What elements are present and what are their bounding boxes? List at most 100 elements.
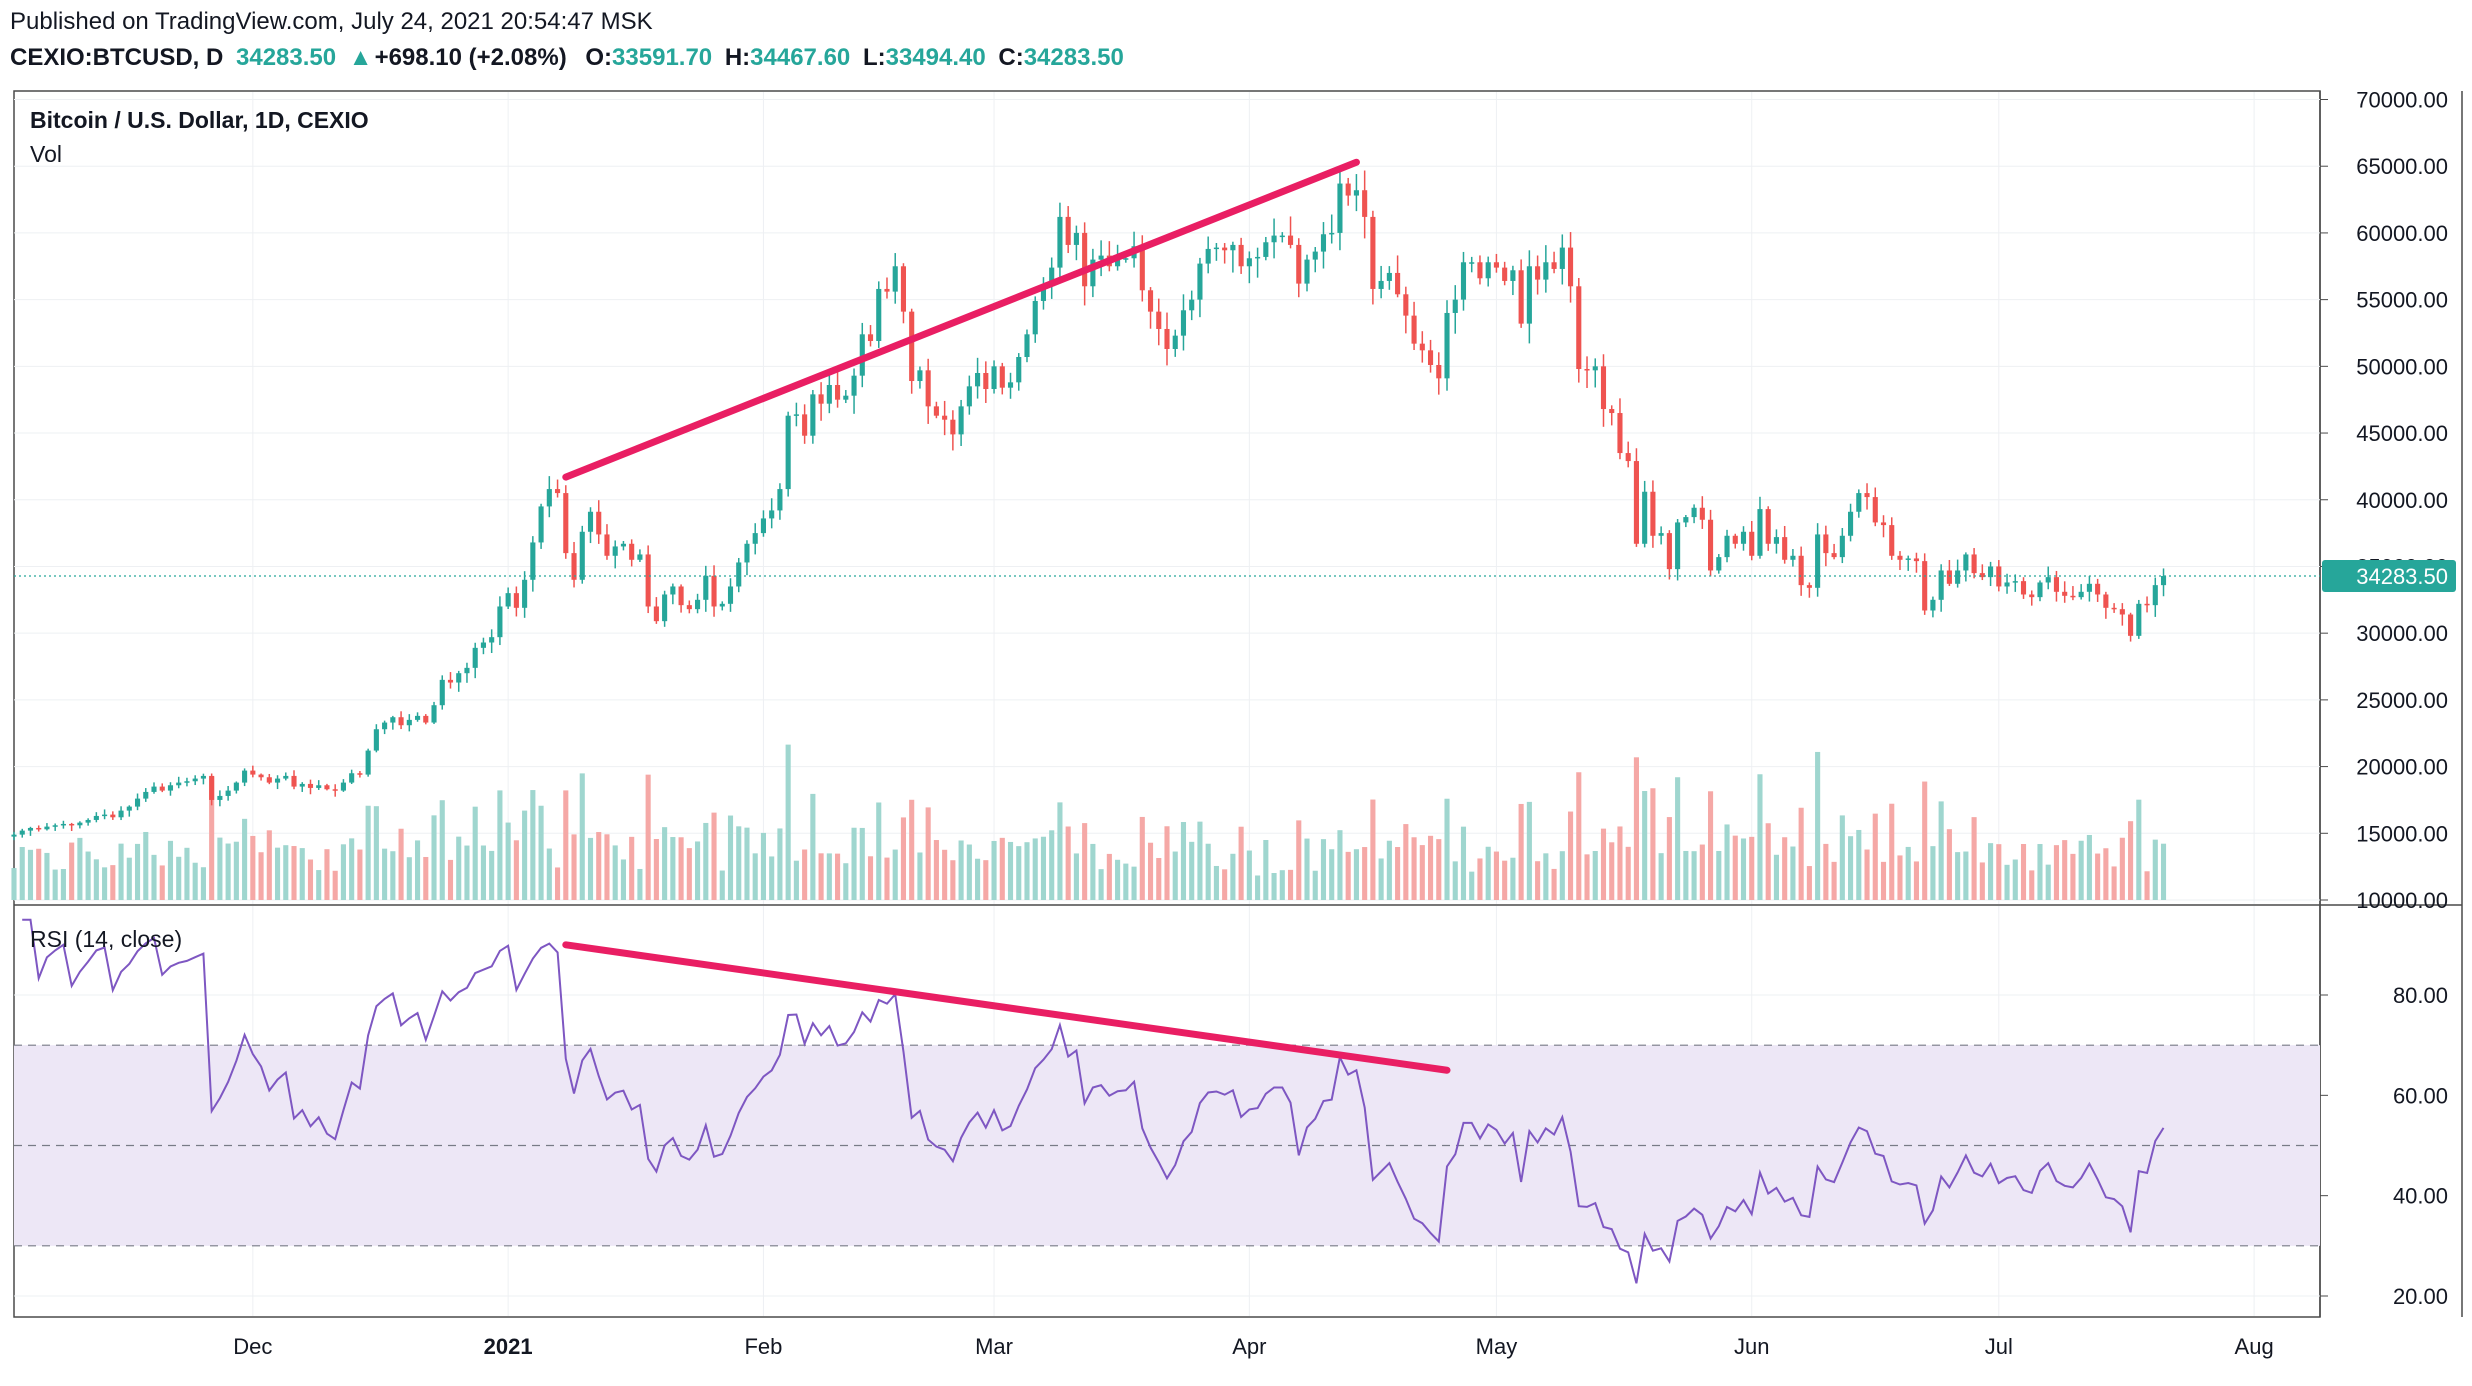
candle-body <box>316 785 322 788</box>
rsi-pane[interactable] <box>14 918 2320 1284</box>
time-tick-label: May <box>1476 1334 1518 1359</box>
candle-body <box>217 795 223 800</box>
low-value: 33494.40 <box>885 44 986 71</box>
volume-bar <box>1156 857 1162 900</box>
candle-body <box>999 366 1005 388</box>
volume-bar <box>118 843 124 900</box>
candle-body <box>1905 558 1911 560</box>
volume-bar <box>975 858 981 900</box>
candle-body <box>777 489 783 511</box>
candle-body <box>1864 493 1870 498</box>
volume-bar <box>1287 869 1294 900</box>
volume-bar <box>250 835 256 900</box>
volume-bar <box>950 860 956 900</box>
candle-body <box>1090 259 1096 287</box>
candle-body <box>1337 183 1343 233</box>
candle-body <box>818 394 824 404</box>
candle-body <box>1815 534 1821 588</box>
volume-bar <box>1880 861 1887 900</box>
candle-body <box>27 827 34 831</box>
candle-body <box>126 806 132 811</box>
candle-body <box>1444 312 1450 379</box>
candle-body <box>1452 299 1458 313</box>
volume-bar <box>480 845 486 900</box>
volume-bar <box>1535 861 1541 900</box>
candle-body <box>1839 535 1845 558</box>
rsi-tick-label: 20.00 <box>2393 1284 2448 1309</box>
candle-body <box>571 553 577 580</box>
volume-bar <box>1592 850 1598 900</box>
candle-body <box>950 419 956 435</box>
candle-body <box>176 782 182 786</box>
volume-bar <box>1724 824 1730 900</box>
candle-body <box>1510 270 1516 281</box>
candle-body <box>1658 533 1664 536</box>
volume-bar <box>242 818 248 900</box>
candle-body <box>686 605 692 610</box>
candle-body <box>447 679 454 683</box>
volume-bar <box>2078 840 2084 900</box>
volume-bar <box>1345 851 1351 900</box>
candle-body <box>711 575 717 607</box>
volume-bar <box>1032 838 1038 900</box>
volume-bar <box>1057 802 1063 900</box>
candle-body <box>85 819 91 823</box>
price-change: ▲+698.10 (+2.08%) <box>349 44 573 71</box>
volume-bar <box>522 810 528 900</box>
volume-bar <box>1040 836 1047 900</box>
candle-body <box>1806 585 1812 588</box>
volume-bar <box>1625 846 1631 900</box>
candle-body <box>151 786 157 792</box>
time-tick-label: Jun <box>1734 1334 1769 1359</box>
trendline-annotations[interactable] <box>562 158 1451 1074</box>
volume-bar <box>785 744 791 900</box>
candle-body <box>2020 581 2027 595</box>
candle-body <box>439 679 445 706</box>
candle-body <box>1988 566 1994 578</box>
candle-body <box>1255 256 1261 259</box>
candle-body <box>1551 262 1557 269</box>
candle-body <box>662 594 668 622</box>
symbol-name[interactable]: CEXIO:BTCUSD, D <box>10 44 224 71</box>
candle-body <box>1271 235 1277 243</box>
volume-bar <box>1922 781 1928 900</box>
time-tick-label: Apr <box>1232 1334 1266 1359</box>
volume-bar <box>2029 870 2035 900</box>
candles[interactable] <box>11 168 2167 841</box>
volume-bar <box>497 790 503 900</box>
candle-body <box>373 729 379 751</box>
volume-bar <box>1090 843 1096 900</box>
candle-body <box>1057 216 1063 268</box>
volume-bar <box>1147 842 1154 900</box>
candle-body <box>1872 497 1878 523</box>
volume-bar <box>423 856 429 900</box>
candle-body <box>1378 280 1384 289</box>
open-label: O: <box>585 44 613 71</box>
volume-bar <box>126 857 132 900</box>
candle-body <box>1098 255 1104 260</box>
volume-bar <box>1082 823 1088 900</box>
volume-bar <box>1115 859 1121 900</box>
candle-body <box>1675 522 1681 570</box>
volume-bar <box>489 850 495 900</box>
volume-bar <box>2037 844 2043 900</box>
candle-body <box>1567 247 1574 287</box>
candle-body <box>1263 242 1269 257</box>
volume-bar <box>340 844 346 900</box>
volume-bar <box>2004 864 2010 900</box>
volume-bar <box>1222 869 1228 900</box>
volume-bar <box>1988 843 1994 900</box>
volume-bar <box>999 837 1005 900</box>
volume-bar <box>1806 866 1812 900</box>
candle-body <box>1642 491 1648 544</box>
volume-bar <box>2144 871 2150 900</box>
volume-bar <box>176 856 182 900</box>
volume-bar <box>859 827 865 900</box>
candle-body <box>1370 216 1376 289</box>
volume-bar <box>134 843 141 900</box>
price-axis[interactable]: 10000.00 15000.00 20000.00 25000.00 30000.00… <box>14 88 2456 1310</box>
candle-body <box>36 827 42 830</box>
candle-body <box>456 673 462 683</box>
candle-body <box>184 781 190 783</box>
